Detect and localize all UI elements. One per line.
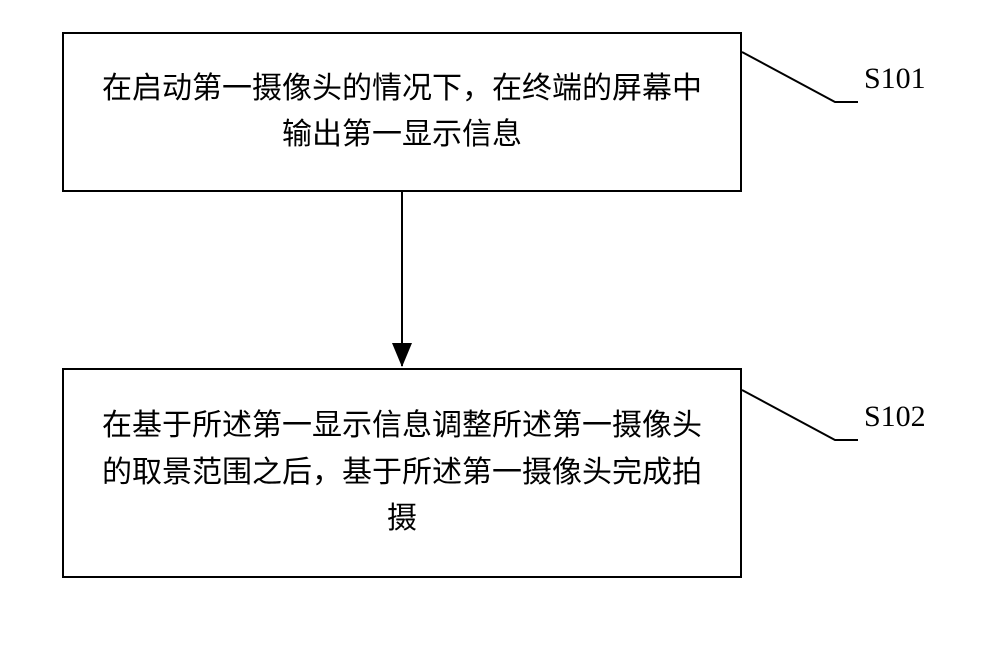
flow-node-text: 在基于所述第一显示信息调整所述第一摄像头的取景范围之后，基于所述第一摄像头完成拍… bbox=[102, 403, 702, 543]
flowchart-canvas: 在启动第一摄像头的情况下，在终端的屏幕中输出第一显示信息 在基于所述第一显示信息… bbox=[0, 0, 1000, 646]
step-label-s102: S102 bbox=[864, 400, 926, 434]
step-label-text: S102 bbox=[864, 400, 926, 433]
leader-line-s102 bbox=[742, 390, 858, 440]
flow-node-start-camera: 在启动第一摄像头的情况下，在终端的屏幕中输出第一显示信息 bbox=[62, 32, 742, 192]
leader-line-s101 bbox=[742, 52, 858, 102]
step-label-text: S101 bbox=[864, 62, 926, 95]
flow-node-text: 在启动第一摄像头的情况下，在终端的屏幕中输出第一显示信息 bbox=[102, 66, 702, 159]
flow-node-complete-shooting: 在基于所述第一显示信息调整所述第一摄像头的取景范围之后，基于所述第一摄像头完成拍… bbox=[62, 368, 742, 578]
step-label-s101: S101 bbox=[864, 62, 926, 96]
